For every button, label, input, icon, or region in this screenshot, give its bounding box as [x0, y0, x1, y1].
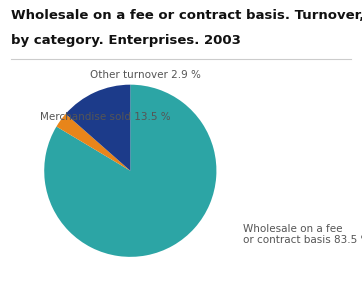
Wedge shape — [44, 85, 216, 257]
Text: by category. Enterprises. 2003: by category. Enterprises. 2003 — [11, 34, 241, 47]
Text: Other turnover 2.9 %: Other turnover 2.9 % — [90, 70, 201, 80]
Text: Wholesale on a fee
or contract basis 83.5 %: Wholesale on a fee or contract basis 83.… — [243, 224, 362, 245]
Text: Merchandise sold 13.5 %: Merchandise sold 13.5 % — [40, 113, 171, 122]
Text: Wholesale on a fee or contract basis. Turnover,: Wholesale on a fee or contract basis. Tu… — [11, 9, 362, 22]
Wedge shape — [66, 85, 130, 171]
Wedge shape — [56, 114, 130, 171]
